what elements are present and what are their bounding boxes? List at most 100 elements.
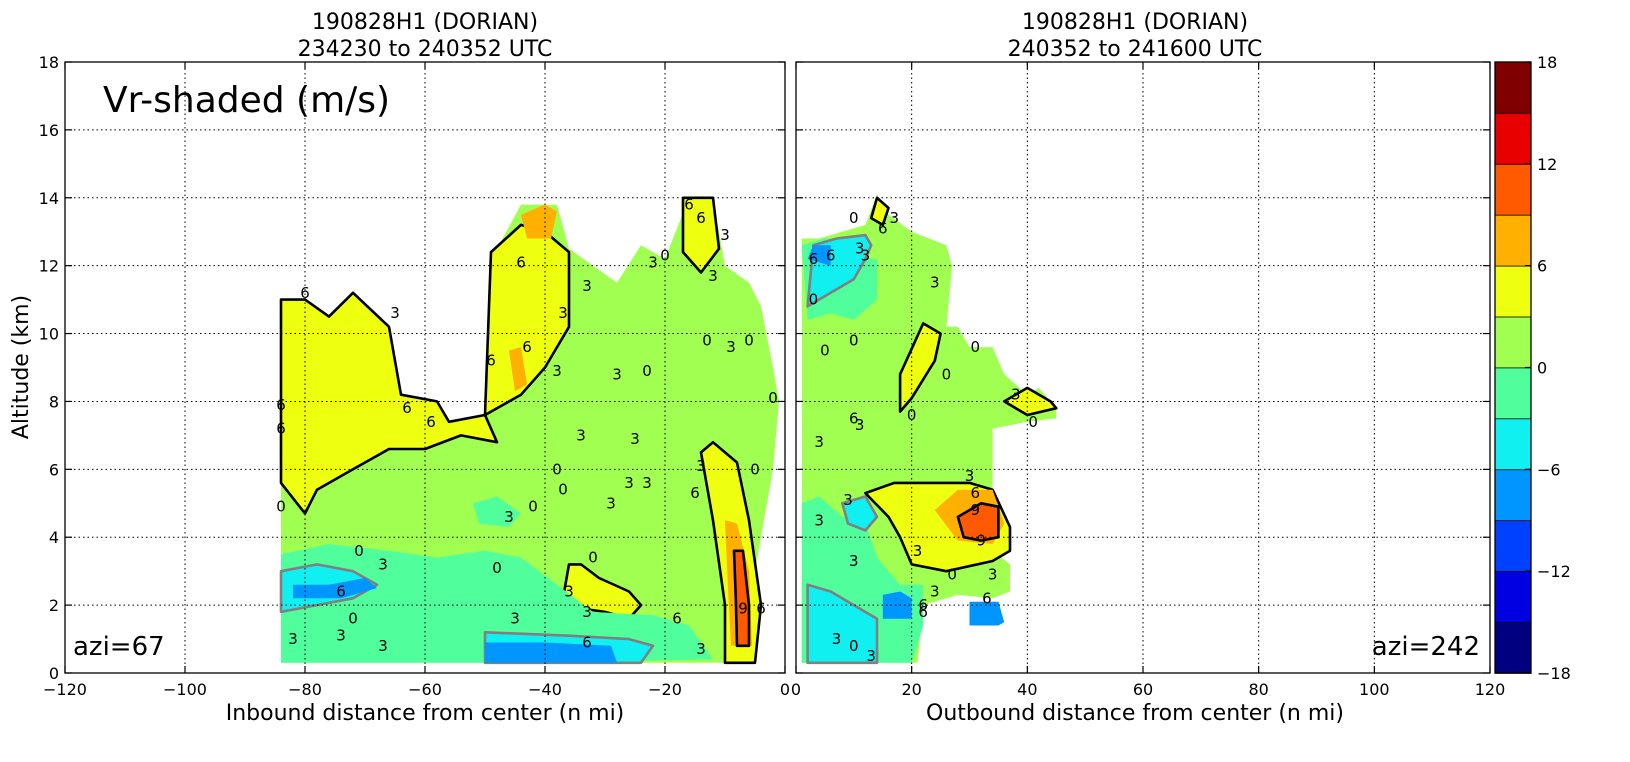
left-contour-label-13: 3 [378, 637, 388, 655]
right-contour-label-27: 0 [947, 566, 957, 584]
left-contour-label-43: 3 [696, 640, 706, 658]
left-contour-label-42: 6 [672, 610, 682, 628]
colorbar-tick-label-4: 6 [1537, 257, 1547, 276]
right-contour-label-24: 3 [814, 511, 824, 529]
left-title-line2: 234230 to 240352 UTC [298, 37, 553, 62]
left-contour-label-45: 6 [756, 600, 766, 618]
right-region-6 [807, 245, 831, 266]
right-contour-label-32: 6 [918, 603, 928, 621]
ytick-label-1: 2 [49, 596, 59, 615]
right-contour-label-10: 0 [971, 338, 981, 356]
right-grid [796, 62, 1490, 673]
left-contour-label-12: 3 [288, 630, 298, 648]
ytick-label-4: 8 [49, 392, 59, 411]
colorbar-block-5 [1494, 367, 1532, 420]
right-contour-label-12: 0 [942, 365, 952, 383]
left-contour-label-14: 6 [486, 352, 496, 370]
right-x-axis-label: Outbound distance from center (n mi) [926, 701, 1344, 726]
right-contour-label-26: 3 [849, 552, 859, 570]
left-contour-label-11: 3 [336, 627, 346, 645]
right-contour-label-25: 3 [913, 542, 923, 560]
right-contour-label-2: 3 [855, 240, 865, 258]
right-contour-label-17: 3 [855, 416, 865, 434]
left-contour-label-35: 0 [528, 498, 538, 516]
right-contour-label-28: 3 [988, 566, 998, 584]
left-contour-label-32: 3 [696, 457, 706, 475]
left-contour-label-25: 3 [630, 430, 640, 448]
right-contour-label-0: 6 [809, 250, 819, 268]
left-contour-label-22: 3 [648, 253, 658, 271]
left-contour-label-30: 3 [642, 474, 652, 492]
left-contour-label-15: 6 [516, 253, 526, 271]
left-contour-label-3: 6 [276, 420, 286, 438]
right-contour-label-22: 9 [976, 532, 986, 550]
left-region-14 [293, 578, 377, 599]
colorbar-tick-label-2: −6 [1537, 460, 1561, 479]
left-contour-label-19: 3 [582, 277, 592, 295]
left-contour-label-41: 6 [582, 634, 592, 652]
ytick-label-7: 14 [39, 189, 59, 208]
right-contour-label-33: 3 [832, 630, 842, 648]
left-panel: 190828H1 (DORIAN) 234230 to 240352 UTC 6… [9, 10, 790, 726]
right-xtick-label-2: 40 [1017, 680, 1037, 699]
left-contour-label-40: 3 [510, 610, 520, 628]
left-contour-label-52: 0 [744, 331, 754, 349]
right-contour-label-21: 9 [971, 501, 981, 519]
colorbar-tick-label-6: 18 [1537, 53, 1557, 72]
left-region-7 [509, 347, 527, 392]
left-contour-label-0: 6 [300, 284, 310, 302]
left-contour-label-20: 3 [612, 365, 622, 383]
left-azimuth-label: azi=67 [73, 632, 165, 662]
colorbar-tick-label-1: −12 [1537, 562, 1571, 581]
left-contour-label-39: 3 [582, 603, 592, 621]
left-contour-label-37: 0 [588, 549, 598, 567]
left-contour-label-1: 3 [390, 304, 400, 322]
left-xtick-label-3: −60 [408, 680, 442, 699]
colorbar-block-0 [1494, 621, 1532, 674]
left-contour-label-23: 0 [660, 247, 670, 265]
right-contour-label-29: 3 [930, 583, 940, 601]
right-panel: 190828H1 (DORIAN) 240352 to 241600 UTC 6… [791, 10, 1505, 726]
left-contour-label-16: 6 [522, 338, 532, 356]
left-xtick-label-1: −100 [163, 680, 207, 699]
right-title-line1: 190828H1 (DORIAN) [1022, 10, 1248, 35]
left-xtick-label-6: 0 [780, 680, 790, 699]
right-contour-label-19: 3 [965, 467, 975, 485]
right-contour-label-3: 6 [878, 219, 888, 237]
left-shading [279, 196, 779, 665]
colorbar-tick-label-5: 12 [1537, 155, 1557, 174]
left-contour-label-29: 3 [624, 474, 634, 492]
left-contour-label-48: 3 [720, 226, 730, 244]
left-region-3 [681, 196, 721, 274]
right-xtick-label-5: 100 [1359, 680, 1390, 699]
right-region-5 [840, 495, 879, 532]
ytick-label-3: 6 [49, 460, 59, 479]
right-contour-label-8: 0 [809, 291, 819, 309]
left-region-0 [281, 197, 779, 663]
left-contour-label-50: 0 [702, 331, 712, 349]
ytick-label-2: 4 [49, 528, 59, 547]
colorbar-block-8 [1494, 214, 1532, 267]
ytick-label-6: 12 [39, 257, 59, 276]
right-contour-label-23: 3 [843, 491, 853, 509]
right-xtick-label-3: 60 [1133, 680, 1153, 699]
right-contour-label-18: 3 [814, 433, 824, 451]
left-contour-label-2: 6 [276, 396, 286, 414]
right-xtick-label-4: 80 [1248, 680, 1268, 699]
left-title-line1: 190828H1 (DORIAN) [312, 10, 538, 35]
colorbar-block-1 [1494, 570, 1532, 623]
colorbar-block-4 [1494, 418, 1532, 471]
left-contour-label-10: 0 [348, 610, 358, 628]
right-azimuth-label: azi=242 [1372, 632, 1480, 662]
left-region-11 [473, 496, 521, 527]
colorbar-block-3 [1494, 468, 1532, 522]
left-contour-label-36: 0 [492, 559, 502, 577]
left-xtick-label-4: −40 [528, 680, 562, 699]
right-contour-label-30: 6 [982, 589, 992, 607]
left-y-ticks: 0 2 4 6 8 10 12 14 16 18 [39, 53, 785, 683]
left-contour-label-8: 3 [378, 555, 388, 573]
left-contour-label-4: 6 [402, 399, 412, 417]
left-contour-label-46: 6 [684, 196, 694, 214]
ytick-label-0: 0 [49, 664, 59, 683]
left-region-15 [485, 642, 617, 663]
